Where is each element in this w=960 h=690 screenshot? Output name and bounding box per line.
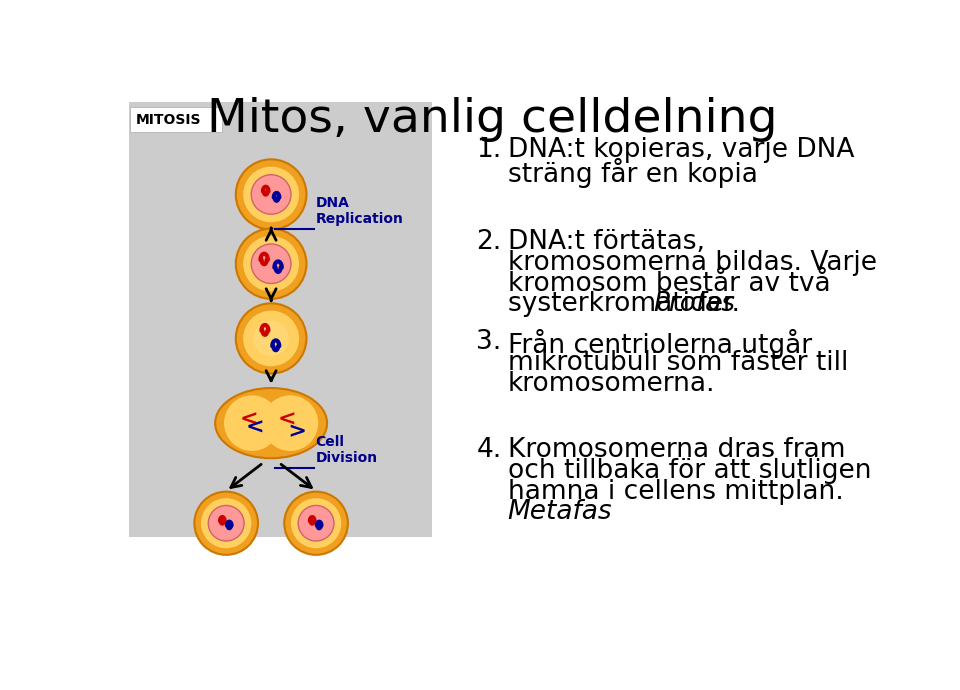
Ellipse shape [236,304,306,373]
Text: <: < [284,417,302,437]
Ellipse shape [243,236,300,292]
Text: MITOSIS: MITOSIS [135,112,201,127]
Ellipse shape [299,506,334,541]
Text: Profas: Profas [653,291,735,317]
Text: 3.: 3. [476,329,502,355]
Text: sträng får en kopia: sträng får en kopia [508,157,757,188]
Text: Kromosomerna dras fram: Kromosomerna dras fram [508,437,845,463]
Text: kromosomerna.: kromosomerna. [508,371,715,397]
Text: Cell
Division: Cell Division [315,435,377,465]
Text: DNA:t förtätas,: DNA:t förtätas, [508,229,705,255]
Ellipse shape [224,395,280,451]
FancyBboxPatch shape [130,108,223,132]
Text: kromosom består av två: kromosom består av två [508,270,830,297]
Ellipse shape [194,492,258,555]
Ellipse shape [243,167,300,222]
Ellipse shape [291,498,341,549]
Text: <: < [277,409,297,429]
Text: 4.: 4. [476,437,502,463]
Ellipse shape [253,321,289,356]
Text: DNA:t kopieras, varje DNA: DNA:t kopieras, varje DNA [508,137,853,163]
Ellipse shape [208,506,244,541]
Ellipse shape [215,388,327,458]
Ellipse shape [262,395,319,451]
Ellipse shape [201,498,252,549]
Text: och tillbaka för att slutligen: och tillbaka för att slutligen [508,457,871,484]
Text: DNA
Replication: DNA Replication [315,196,403,226]
Ellipse shape [236,228,306,299]
Text: 1.: 1. [476,137,502,163]
Text: hamna i cellens mittplan.: hamna i cellens mittplan. [508,479,843,504]
Text: <: < [246,417,264,437]
Ellipse shape [284,492,348,555]
FancyBboxPatch shape [130,102,432,537]
Ellipse shape [243,310,300,366]
Text: Mitos, vanlig celldelning: Mitos, vanlig celldelning [206,97,778,141]
Text: <: < [240,409,258,429]
Text: mikrotubuli som fäster till: mikrotubuli som fäster till [508,350,848,376]
Text: 2.: 2. [476,229,502,255]
Text: kromosomerna bildas. Varje: kromosomerna bildas. Varje [508,250,876,276]
Text: Från centriolerna utgår: Från centriolerna utgår [508,329,811,359]
Ellipse shape [236,159,306,230]
Text: Metafas: Metafas [508,500,612,525]
Text: systerkromatider.: systerkromatider. [508,291,748,317]
Ellipse shape [252,244,291,284]
Ellipse shape [252,175,291,214]
